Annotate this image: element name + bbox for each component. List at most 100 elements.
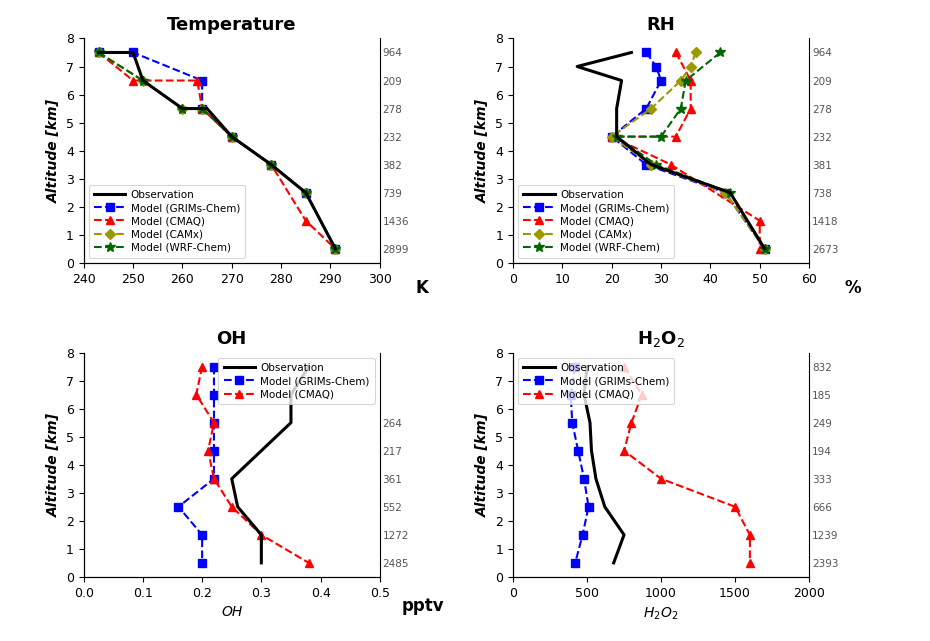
Model (GRIMs-Chem): [578, 475, 590, 483]
Observation: [202, 104, 213, 112]
Model (WRF-Chem): [300, 189, 312, 197]
Model (WRF-Chem): [651, 161, 662, 169]
Y-axis label: Altitude [km]: Altitude [km]: [476, 99, 490, 203]
Observation: [618, 531, 630, 538]
Model (CMAQ): [618, 447, 630, 454]
Observation: [759, 245, 770, 253]
Model (GRIMs-Chem): [583, 503, 594, 511]
X-axis label: H$_2$O$_2$: H$_2$O$_2$: [644, 605, 679, 622]
Observation: [626, 49, 637, 56]
Model (CAMx): [330, 245, 341, 253]
Observation: [177, 104, 188, 112]
Model (CMAQ): [744, 559, 755, 567]
Observation: [616, 77, 627, 85]
Y-axis label: Altitude [km]: Altitude [km]: [46, 413, 60, 517]
Model (CMAQ): [606, 133, 618, 140]
Model (GRIMs-Chem): [300, 189, 312, 197]
Y-axis label: Altitude [km]: Altitude [km]: [476, 413, 490, 517]
Model (CMAQ): [636, 391, 647, 399]
Line: Model (CAMx): Model (CAMx): [95, 49, 339, 253]
Legend: Observation, Model (GRIMs-Chem), Model (CMAQ): Observation, Model (GRIMs-Chem), Model (…: [219, 358, 375, 404]
Model (CAMx): [177, 104, 188, 112]
Model (WRF-Chem): [330, 245, 341, 253]
Model (WRF-Chem): [93, 49, 104, 56]
Observation: [303, 363, 314, 370]
Model (CMAQ): [330, 245, 341, 253]
Model (GRIMs-Chem): [208, 391, 219, 399]
Title: H$_2$O$_2$: H$_2$O$_2$: [637, 329, 685, 349]
Observation: [611, 133, 622, 140]
Model (GRIMs-Chem): [641, 104, 652, 112]
Model (CAMx): [226, 133, 237, 140]
Model (CAMx): [759, 245, 770, 253]
Model (GRIMs-Chem): [208, 363, 219, 370]
Model (CMAQ): [671, 133, 682, 140]
Observation: [591, 475, 602, 483]
Model (GRIMs-Chem): [196, 77, 207, 85]
Model (CMAQ): [685, 104, 697, 112]
Observation: [266, 161, 277, 169]
Observation: [226, 133, 237, 140]
Model (CAMx): [266, 161, 277, 169]
Title: OH: OH: [217, 330, 246, 348]
Line: Observation: Observation: [584, 367, 624, 563]
Line: Model (WRF-Chem): Model (WRF-Chem): [94, 47, 340, 254]
Model (GRIMs-Chem): [208, 475, 219, 483]
Observation: [645, 161, 657, 169]
Model (CMAQ): [300, 217, 312, 224]
Model (GRIMs-Chem): [569, 363, 580, 370]
Model (CMAQ): [191, 391, 202, 399]
Model (CMAQ): [754, 245, 765, 253]
Line: Observation: Observation: [232, 367, 309, 563]
Model (WRF-Chem): [759, 245, 770, 253]
Text: K: K: [416, 278, 428, 297]
Model (WRF-Chem): [714, 49, 725, 56]
Model (GRIMs-Chem): [606, 133, 618, 140]
Model (CMAQ): [208, 475, 219, 483]
Model (CMAQ): [196, 363, 207, 370]
Line: Observation: Observation: [99, 53, 336, 249]
Observation: [724, 189, 736, 197]
Observation: [256, 559, 267, 567]
Observation: [608, 559, 619, 567]
Legend: Observation, Model (GRIMs-Chem), Model (CMAQ): Observation, Model (GRIMs-Chem), Model (…: [518, 358, 674, 404]
Observation: [232, 503, 244, 511]
Model (CMAQ): [618, 363, 630, 370]
Model (CMAQ): [266, 161, 277, 169]
Observation: [572, 63, 583, 71]
Observation: [330, 245, 341, 253]
Observation: [226, 475, 237, 483]
Observation: [286, 391, 297, 399]
Model (GRIMs-Chem): [641, 49, 652, 56]
Model (CMAQ): [127, 77, 139, 85]
Line: Model (CMAQ): Model (CMAQ): [94, 48, 339, 253]
Observation: [256, 531, 267, 538]
Model (CAMx): [93, 49, 104, 56]
Model (CMAQ): [303, 559, 314, 567]
Model (CMAQ): [208, 419, 219, 426]
Model (CMAQ): [656, 475, 667, 483]
Model (WRF-Chem): [675, 104, 686, 112]
Model (CAMx): [645, 161, 657, 169]
Model (WRF-Chem): [656, 133, 667, 140]
Model (WRF-Chem): [266, 161, 277, 169]
Model (CAMx): [720, 189, 731, 197]
Model (GRIMs-Chem): [127, 49, 139, 56]
Model (CMAQ): [256, 531, 267, 538]
Model (WRF-Chem): [196, 104, 207, 112]
Observation: [578, 391, 590, 399]
Text: pptv: pptv: [402, 597, 445, 615]
Model (CMAQ): [626, 419, 637, 426]
Model (GRIMs-Chem): [208, 419, 219, 426]
Line: Model (CMAQ): Model (CMAQ): [607, 48, 764, 253]
Model (CMAQ): [685, 77, 697, 85]
Model (CMAQ): [196, 104, 207, 112]
Observation: [584, 419, 595, 426]
Model (GRIMs-Chem): [208, 447, 219, 454]
Model (GRIMs-Chem): [565, 391, 577, 399]
Model (CMAQ): [226, 133, 237, 140]
Model (CMAQ): [671, 49, 682, 56]
Model (GRIMs-Chem): [759, 245, 770, 253]
Observation: [611, 104, 622, 112]
Model (GRIMs-Chem): [266, 161, 277, 169]
